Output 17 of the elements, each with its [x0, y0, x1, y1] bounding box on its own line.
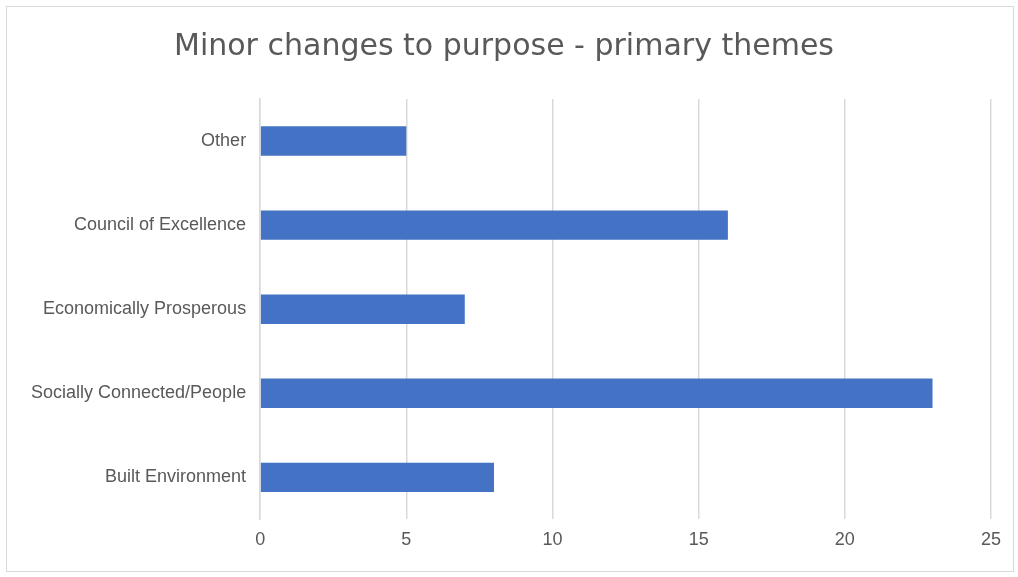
x-tick-label: 25: [980, 529, 1002, 550]
x-tick-label: 20: [834, 529, 855, 550]
bar: [260, 378, 933, 408]
y-tick-label: Built Environment: [105, 466, 247, 487]
y-tick-label: Other: [201, 130, 247, 151]
y-tick-label: Council of Excellence: [74, 214, 247, 235]
bar: [260, 210, 728, 240]
bar: [260, 126, 407, 156]
chart-title: Minor changes to purpose - primary themes: [174, 26, 834, 62]
bar: [260, 462, 495, 493]
x-tick-label: 0: [255, 529, 266, 550]
x-tick-label: 15: [688, 529, 709, 550]
y-tick-label: Socially Connected/People: [31, 382, 247, 403]
bar: [260, 294, 465, 324]
y-tick-label: Economically Prosperous: [43, 298, 247, 319]
x-tick-label: 5: [401, 529, 412, 550]
x-tick-label: 10: [542, 529, 563, 550]
